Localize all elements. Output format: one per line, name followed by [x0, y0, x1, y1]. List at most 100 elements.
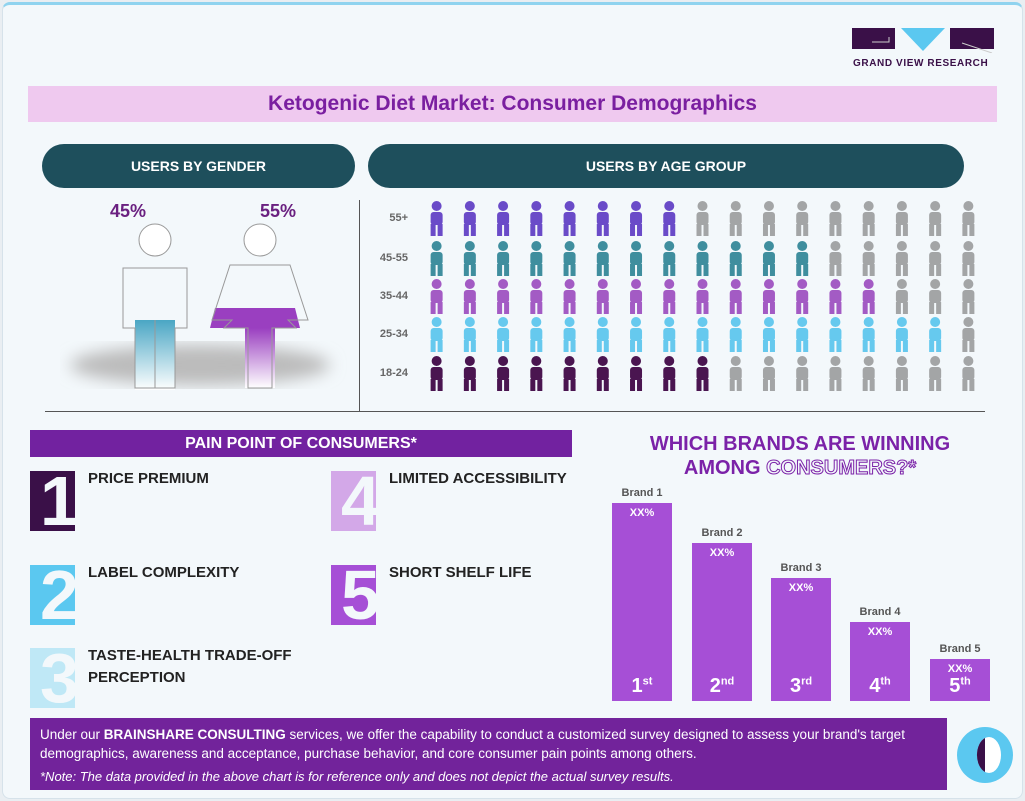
bar-1: XX% 1st: [612, 503, 672, 701]
parents-child-icon: [796, 279, 809, 314]
age-header: USERS BY AGE GROUP: [368, 144, 964, 188]
bar-value-label: XX%: [867, 625, 893, 638]
running-person-icon: [796, 356, 809, 391]
brand-label: Brand 4: [859, 605, 901, 618]
rank-label: 4th: [869, 674, 891, 697]
age-row-45-55: [430, 241, 975, 276]
parents-child-icon: [895, 279, 908, 314]
age-row-35-44: [430, 279, 975, 314]
brand-label: Brand 1: [621, 487, 663, 499]
male-figure-icon: [122, 223, 188, 390]
family-icon: [895, 241, 908, 276]
rank-label: 5th: [949, 674, 971, 697]
parents-child-icon: [762, 279, 775, 314]
vertical-divider: [359, 200, 360, 412]
couple-icon: [929, 317, 942, 352]
pain-point-label: TASTE-HEALTH TRADE-OFF PERCEPTION: [88, 647, 292, 686]
footer-note: *Note: The data provided in the above ch…: [40, 769, 674, 784]
couple-icon: [762, 317, 775, 352]
grand-view-research-logo: [852, 28, 994, 53]
parents-child-icon: [430, 279, 443, 314]
parents-child-icon: [663, 279, 676, 314]
elderly-person-icon: [829, 201, 842, 236]
running-person-icon: [530, 356, 543, 391]
elderly-person-icon: [729, 201, 742, 236]
brand-label: Brand 5: [939, 643, 981, 656]
age-label: 45-55: [379, 252, 408, 264]
parents-child-icon: [497, 279, 510, 314]
running-person-icon: [463, 356, 476, 391]
elderly-person-icon: [895, 201, 908, 236]
running-person-icon: [596, 356, 609, 391]
running-person-icon: [762, 356, 775, 391]
bar-value-label: XX%: [629, 507, 655, 519]
running-person-icon: [430, 356, 443, 391]
couple-icon: [563, 317, 576, 352]
parents-child-icon: [463, 279, 476, 314]
family-icon: [530, 241, 543, 276]
couple-icon: [630, 317, 643, 352]
elderly-person-icon: [463, 201, 476, 236]
elderly-person-icon: [796, 201, 809, 236]
couple-icon: [862, 317, 875, 352]
pain-points-header: PAIN POINT OF CONSUMERS*: [30, 430, 572, 457]
couple-icon: [962, 317, 975, 352]
parents-child-icon: [729, 279, 742, 314]
couple-icon: [430, 317, 443, 352]
running-person-icon: [497, 356, 510, 391]
elderly-person-icon: [497, 201, 510, 236]
brands-chart-title: WHICH BRANDS ARE WINNING AMONG CONSUMERS…: [600, 432, 1000, 480]
pain-point-number-1: 1: [30, 471, 75, 531]
age-label: 35-44: [379, 290, 408, 302]
bar-value-label: XX%: [709, 546, 735, 559]
family-icon: [430, 241, 443, 276]
age-row-18-24: [430, 356, 975, 391]
pain-point-number-3: 3: [30, 648, 75, 708]
family-icon: [862, 241, 875, 276]
family-icon: [563, 241, 576, 276]
running-person-icon: [929, 356, 942, 391]
age-label: 18-24: [379, 367, 408, 379]
brand-label: Brand 3: [780, 562, 822, 575]
pain-point-label: LABEL COMPLEXITY: [88, 564, 240, 581]
parents-child-icon: [829, 279, 842, 314]
age-label: 25-34: [379, 328, 408, 340]
family-icon: [696, 241, 709, 276]
rank-label: 2nd: [709, 674, 735, 697]
brainshare-consulting: BRAINSHARE CONSULTING: [103, 727, 286, 742]
family-icon: [829, 241, 842, 276]
bar-3: XX% 3rd: [771, 578, 831, 701]
running-person-icon: [663, 356, 676, 391]
brands-title-consumers: CONSUMERS?*: [766, 457, 917, 480]
bar-value-label: XX%: [947, 663, 973, 676]
running-person-icon: [729, 356, 742, 391]
parents-child-icon: [929, 279, 942, 314]
elderly-person-icon: [762, 201, 775, 236]
family-icon: [630, 241, 643, 276]
elderly-person-icon: [630, 201, 643, 236]
brainshare-logo-icon: [957, 727, 1013, 783]
male-percentage: 45%: [110, 201, 147, 221]
elderly-person-icon: [696, 201, 709, 236]
pain-point-number-2: 2: [30, 565, 75, 625]
running-person-icon: [895, 356, 908, 391]
elderly-person-icon: [929, 201, 942, 236]
brand-label: Brand 2: [701, 526, 743, 539]
couple-icon: [829, 317, 842, 352]
bar-5: XX% 5th: [930, 659, 990, 701]
elderly-person-icon: [663, 201, 676, 236]
couple-icon: [596, 317, 609, 352]
gender-header: USERS BY GENDER: [42, 144, 355, 188]
couple-icon: [497, 317, 510, 352]
pain-point-label: SHORT SHELF LIFE: [389, 564, 532, 581]
brands-title-line1: WHICH BRANDS ARE WINNING: [649, 433, 951, 455]
bar-4: XX% 4th: [850, 621, 910, 701]
rank-label: 3rd: [789, 674, 813, 697]
running-person-icon: [563, 356, 576, 391]
running-person-icon: [630, 356, 643, 391]
parents-child-icon: [630, 279, 643, 314]
family-icon: [663, 241, 676, 276]
age-row-55+: [430, 201, 975, 236]
parents-child-icon: [596, 279, 609, 314]
parents-child-icon: [563, 279, 576, 314]
